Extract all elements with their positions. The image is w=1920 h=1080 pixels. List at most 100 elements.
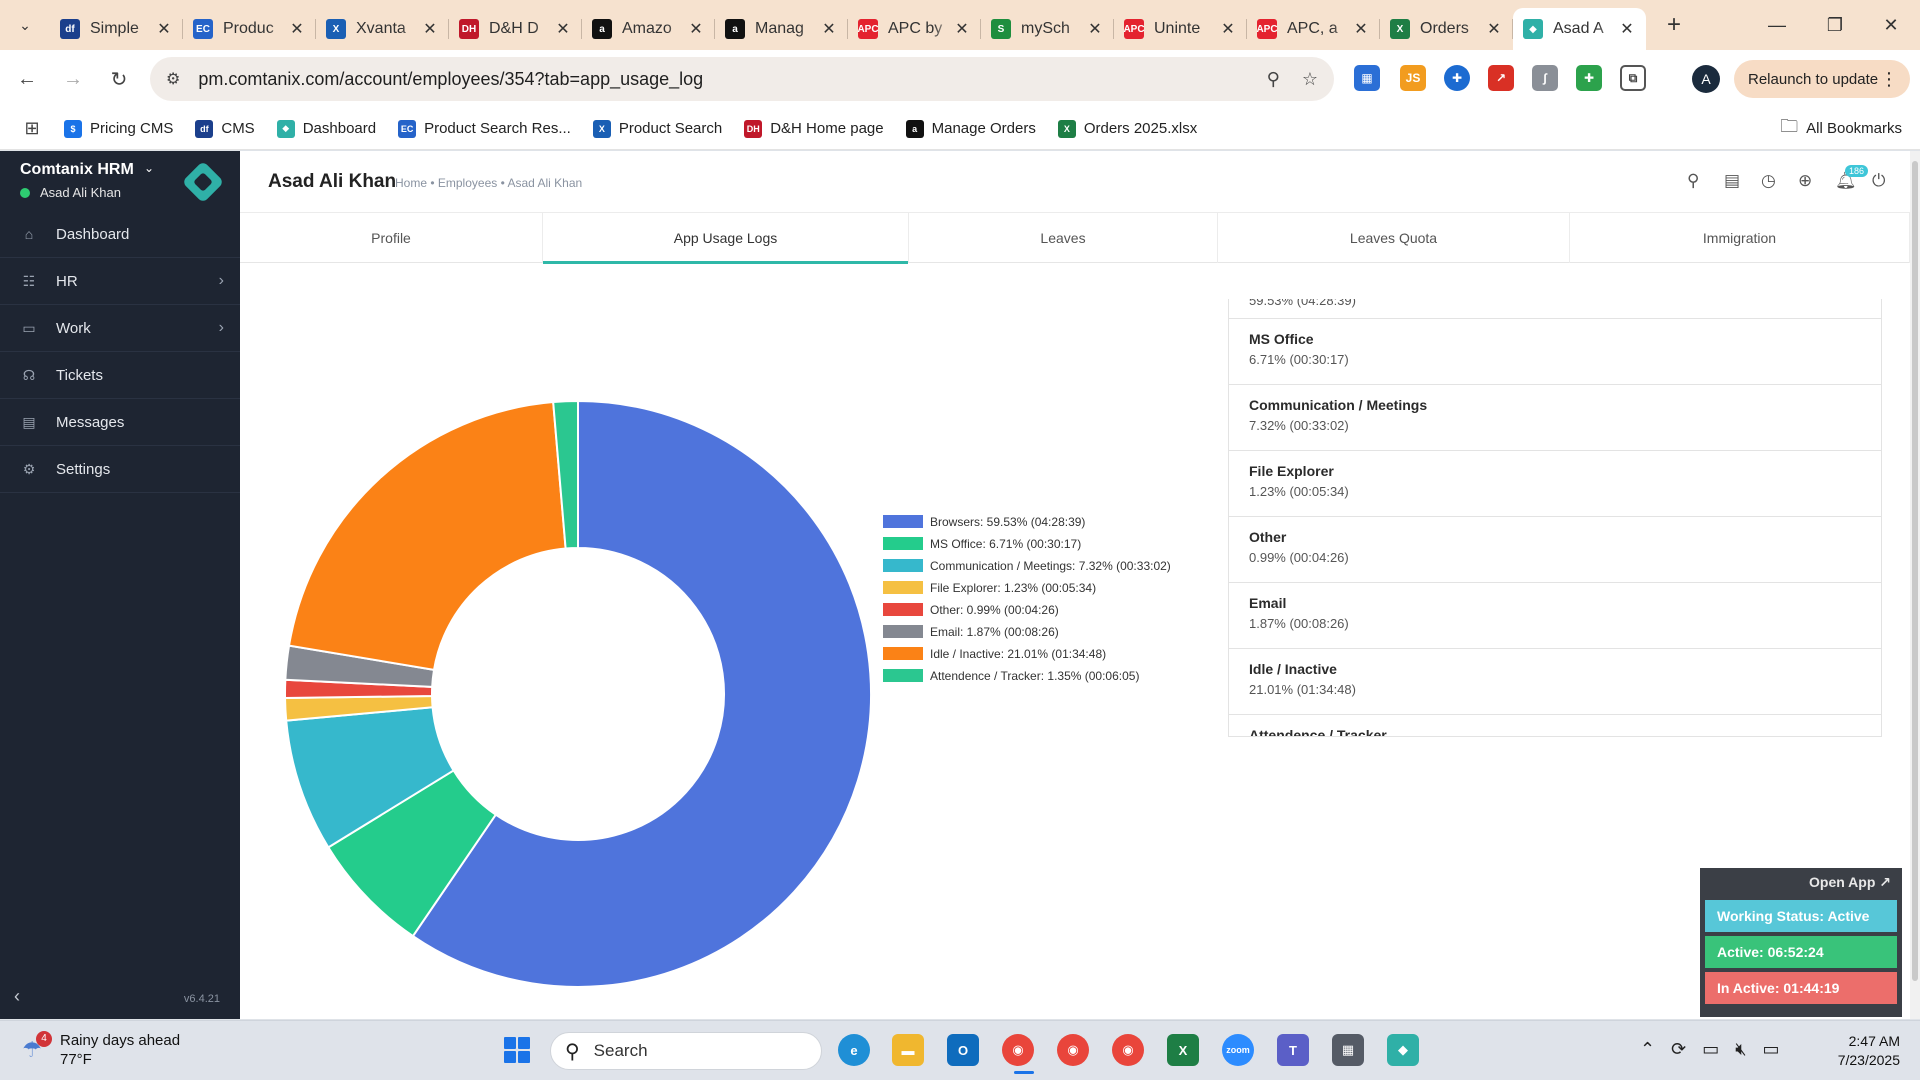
tab-app-usage-logs[interactable]: App Usage Logs <box>543 213 909 264</box>
pdf-extension-icon[interactable]: ↗ <box>1488 65 1514 91</box>
profile-avatar[interactable]: A <box>1692 65 1720 93</box>
volume-muted-icon[interactable]: 🔇︎ <box>1735 1039 1747 1059</box>
close-tab-icon[interactable]: ✕ <box>290 21 304 38</box>
browser-tab[interactable]: a Manag ✕ <box>715 8 848 50</box>
close-tab-icon[interactable]: ✕ <box>1221 21 1235 38</box>
sidebar-item-work[interactable]: ▭ Work › <box>0 305 240 352</box>
search-icon[interactable]: ⚲ <box>1687 171 1700 190</box>
taskbar-search-box[interactable]: ⚲ Search <box>550 1032 822 1070</box>
reload-button[interactable]: ↻ <box>110 68 128 91</box>
chrome-profile-2-icon[interactable]: ◉ <box>1057 1034 1089 1066</box>
legend-label[interactable]: File Explorer: 1.23% (00:05:34) <box>930 581 1096 595</box>
legend-swatch[interactable] <box>883 669 923 682</box>
close-tab-icon[interactable]: ✕ <box>556 21 570 38</box>
chevron-up-icon[interactable]: ⌃ <box>1640 1039 1656 1059</box>
clock-icon[interactable]: ◷ <box>1761 171 1776 190</box>
sidebar-item-settings[interactable]: ⚙ Settings <box>0 446 240 493</box>
zoom-icon[interactable]: ⚲ <box>1266 68 1280 89</box>
legend-label[interactable]: Attendence / Tracker: 1.35% (00:06:05) <box>930 669 1139 683</box>
bookmark-star-icon[interactable]: ☆ <box>1301 68 1318 89</box>
browser-tab[interactable]: a Amazo ✕ <box>582 8 715 50</box>
close-tab-icon[interactable]: ✕ <box>1487 21 1501 38</box>
bookmark-item[interactable]: df CMS <box>195 119 255 138</box>
close-tab-icon[interactable]: ✕ <box>1088 21 1102 38</box>
excel-icon[interactable]: X <box>1167 1034 1199 1066</box>
legend-swatch[interactable] <box>883 559 923 572</box>
close-tab-icon[interactable]: ✕ <box>423 21 437 38</box>
legend-label[interactable]: Other: 0.99% (00:04:26) <box>930 603 1059 617</box>
browser-tab[interactable]: DH D&H D ✕ <box>449 8 582 50</box>
battery-icon[interactable]: ▭ <box>1762 1039 1780 1059</box>
chrome-icon[interactable]: ◉ <box>1002 1034 1034 1066</box>
outlook-icon[interactable]: O <box>947 1034 979 1066</box>
menu-dots-icon[interactable]: ⋮ <box>1880 68 1898 89</box>
zoom-icon[interactable]: zoom <box>1222 1034 1254 1066</box>
sidebar-item-hr[interactable]: ☷ HR › <box>0 258 240 305</box>
legend-label[interactable]: Communication / Meetings: 7.32% (00:33:0… <box>930 559 1171 573</box>
extensions-puzzle-icon[interactable]: ⧉ <box>1620 65 1646 91</box>
notes-icon[interactable]: ▤ <box>1724 171 1741 190</box>
bookmark-item[interactable]: ◆ Dashboard <box>276 119 376 138</box>
browser-tab[interactable]: APC APC by ✕ <box>848 8 981 50</box>
tab-leaves[interactable]: Leaves <box>909 213 1218 263</box>
pie-slice[interactable] <box>287 400 567 672</box>
new-tab-button[interactable]: + <box>1666 11 1681 38</box>
bookmark-item[interactable]: $ Pricing CMS <box>64 119 173 138</box>
legend-swatch[interactable] <box>883 515 923 528</box>
weather-widget[interactable]: ☂ 4 Rainy days ahead 77°F <box>22 1031 180 1069</box>
sidebar-item-dashboard[interactable]: ⌂ Dashboard <box>0 211 240 258</box>
close-tab-icon[interactable]: ✕ <box>955 21 969 38</box>
tab-search-chevron-icon[interactable]: ⌄ <box>19 16 31 33</box>
tab-leaves-quota[interactable]: Leaves Quota <box>1218 213 1570 263</box>
legend-swatch[interactable] <box>883 647 923 660</box>
url-text[interactable]: pm.comtanix.com/account/employees/354?ta… <box>198 68 704 89</box>
sync-icon[interactable]: ⟳ <box>1671 1039 1687 1059</box>
open-app-button[interactable]: Open App ↗ <box>1809 874 1891 890</box>
browser-tab[interactable]: X Xvanta ✕ <box>316 8 449 50</box>
system-clock[interactable]: 2:47 AM 7/23/2025 <box>1820 1032 1900 1070</box>
forward-button[interactable]: → <box>63 67 83 90</box>
browser-tab[interactable]: df Simple ✕ <box>50 8 183 50</box>
chevron-down-icon[interactable]: ⌄ <box>144 161 155 175</box>
legend-swatch[interactable] <box>883 537 923 550</box>
minimize-window-button[interactable]: — <box>1768 14 1786 35</box>
all-bookmarks-button[interactable]: 🗀 All Bookmarks <box>1780 114 1902 144</box>
plus-extension-icon[interactable]: ✚ <box>1576 65 1602 91</box>
legend-label[interactable]: MS Office: 6.71% (00:30:17) <box>930 537 1081 551</box>
bookmark-item[interactable]: a Manage Orders <box>905 119 1036 138</box>
tab-immigration[interactable]: Immigration <box>1570 213 1910 263</box>
legend-label[interactable]: Browsers: 59.53% (04:28:39) <box>930 515 1085 529</box>
comtanix-tracker-icon[interactable]: ◆ <box>1387 1034 1419 1066</box>
js-extension-icon[interactable]: JS <box>1400 65 1426 91</box>
bookmark-item[interactable]: X Orders 2025.xlsx <box>1057 119 1197 138</box>
close-window-button[interactable]: ✕ <box>1883 14 1899 35</box>
relaunch-to-update-button[interactable]: Relaunch to update ⋮ <box>1734 60 1910 98</box>
close-tab-icon[interactable]: ✕ <box>689 21 703 38</box>
teams-icon[interactable]: T <box>1277 1034 1309 1066</box>
browser-tab[interactable]: EC Produc ✕ <box>183 8 316 50</box>
apps-extension-icon[interactable]: ▦ <box>1354 65 1380 91</box>
browser-tab[interactable]: APC APC, a ✕ <box>1247 8 1380 50</box>
browser-tab[interactable]: APC Uninte ✕ <box>1114 8 1247 50</box>
breadcrumb[interactable]: Home • Employees • Asad Ali Khan <box>395 176 583 190</box>
network-icon[interactable]: ▭ <box>1702 1039 1720 1059</box>
apps-grid-icon[interactable]: ⊞ <box>24 118 40 138</box>
tab-profile[interactable]: Profile <box>240 213 543 263</box>
bookmark-item[interactable]: EC Product Search Res... <box>398 119 571 138</box>
pie-slice[interactable] <box>552 399 579 550</box>
add-circle-icon[interactable]: ⊕ <box>1798 171 1813 190</box>
legend-label[interactable]: Idle / Inactive: 21.01% (01:34:48) <box>930 647 1106 661</box>
back-button[interactable]: ← <box>17 67 37 90</box>
address-bar[interactable]: ⚙ pm.comtanix.com/account/employees/354?… <box>150 57 1334 101</box>
power-icon[interactable]: ⏻ <box>1872 171 1886 190</box>
collapse-sidebar-icon[interactable]: ‹ <box>14 986 20 1006</box>
chrome-profile-3-icon[interactable]: ◉ <box>1112 1034 1144 1066</box>
close-tab-icon[interactable]: ✕ <box>1620 21 1634 38</box>
close-tab-icon[interactable]: ✕ <box>1354 21 1368 38</box>
site-info-icon[interactable]: ⚙ <box>166 71 181 88</box>
pie-slice[interactable] <box>411 399 872 988</box>
file-explorer-icon[interactable]: ▬ <box>892 1034 924 1066</box>
restore-window-button[interactable]: ❐ <box>1826 14 1844 35</box>
close-tab-icon[interactable]: ✕ <box>157 21 171 38</box>
